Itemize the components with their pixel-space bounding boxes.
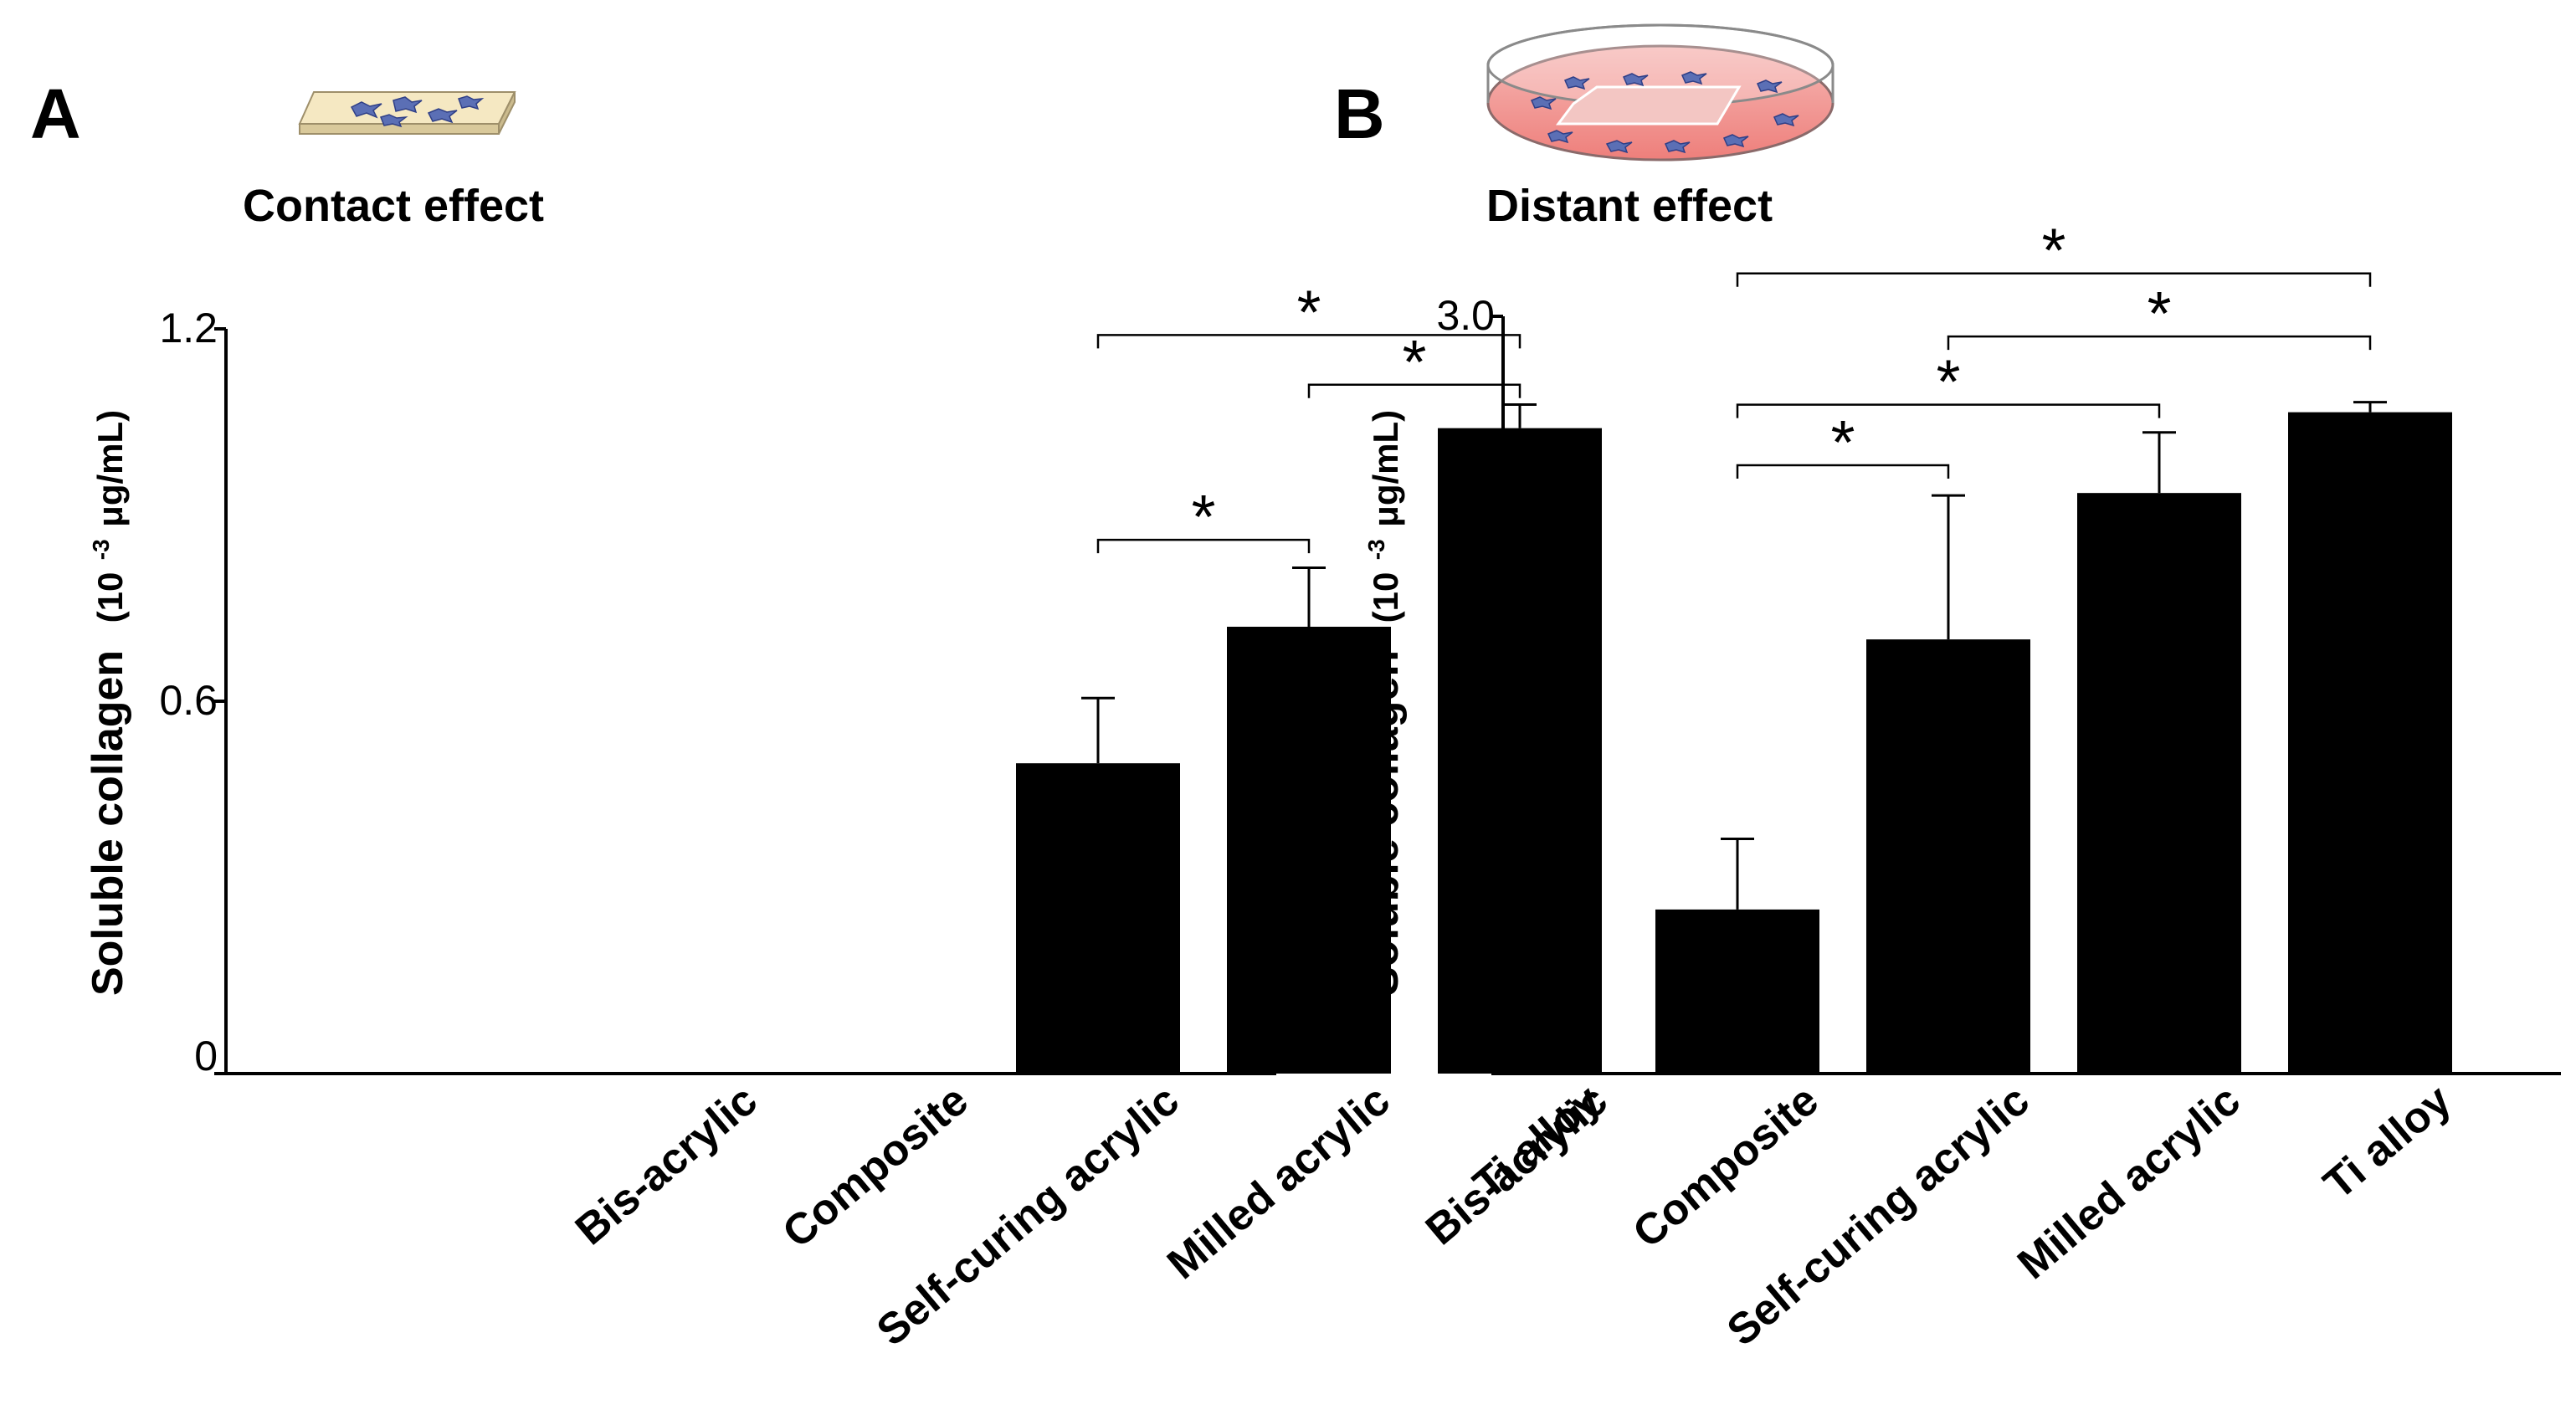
category-label-b: Bis-acrylic [1417, 1076, 1617, 1255]
significance-star-b: * [2042, 216, 2066, 285]
panel-caption-a: Contact effect [243, 181, 544, 231]
bar-a [1227, 627, 1391, 1074]
significance-bracket-a [1307, 383, 1521, 398]
y-axis-label-a: Soluble collagen [84, 650, 132, 996]
significance-bracket-b [1736, 403, 2161, 418]
significance-star-a: * [1403, 327, 1427, 397]
category-label-b: Composite [1624, 1076, 1828, 1258]
panel-b: B Distant effect Soluble collagen [1334, 23, 2561, 1356]
bar-b [2288, 412, 2452, 1074]
y-axis-unit-prefix-b: (10 [1366, 572, 1405, 623]
panel-letter-a: A [30, 74, 81, 153]
significance-star-b: * [2148, 279, 2172, 348]
y-axis-unit-sup-b: -3 [1363, 539, 1389, 560]
y-tick-label-a: 1.2 [159, 305, 218, 351]
y-tick-label-a: 0.6 [159, 677, 218, 724]
y-axis-unit-prefix-a: (10 [90, 572, 130, 623]
y-axis-unit-suffix-b: μg/mL) [1366, 410, 1405, 527]
significance-bracket-b [1736, 464, 1950, 479]
category-label-a: Milled acrylic [1158, 1076, 1398, 1289]
y-axis-unit-sup-a: -3 [88, 539, 114, 560]
significance-bracket-a [1096, 334, 1521, 349]
y-axis-unit-suffix-a: μg/mL) [90, 410, 130, 527]
significance-star-a: * [1192, 482, 1216, 551]
y-tick-label-b: 3.0 [1436, 292, 1495, 339]
category-label-b: Milled acrylic [2009, 1076, 2249, 1289]
bar-a [1016, 763, 1180, 1074]
panel-caption-b: Distant effect [1486, 181, 1773, 231]
y-tick-label-b: 0 [1471, 1033, 1495, 1079]
panel-letter-b: B [1334, 74, 1385, 153]
y-axis-title-b: Soluble collagen (10 -3 μg/mL) [1346, 410, 1408, 996]
significance-star-a: * [1297, 277, 1321, 346]
significance-bracket-b [1736, 272, 2372, 287]
category-label-a: Bis-acrylic [567, 1076, 767, 1255]
petri-dish-illustration-icon [1486, 23, 1835, 161]
slide-illustration-icon [298, 91, 516, 135]
significance-star-b: * [1937, 347, 1961, 417]
y-tick-label-b: 1.5 [1436, 671, 1495, 718]
significance-bracket-b [1947, 335, 2372, 351]
bar-b [1866, 639, 2030, 1074]
significance-star-b: * [1831, 408, 1855, 477]
category-label-a: Composite [774, 1076, 978, 1258]
y-axis-title-a: Soluble collagen (10 -3 μg/mL) [70, 410, 132, 996]
bar-a [1438, 428, 1602, 1074]
category-label-b: Ti alloy [2315, 1076, 2461, 1209]
y-tick-label-a: 0 [194, 1033, 218, 1079]
y-axis-label-b: Soluble collagen [1359, 650, 1408, 996]
significance-bracket-a [1096, 538, 1311, 554]
bar-b [2077, 493, 2241, 1074]
bar-b [1655, 909, 1819, 1074]
